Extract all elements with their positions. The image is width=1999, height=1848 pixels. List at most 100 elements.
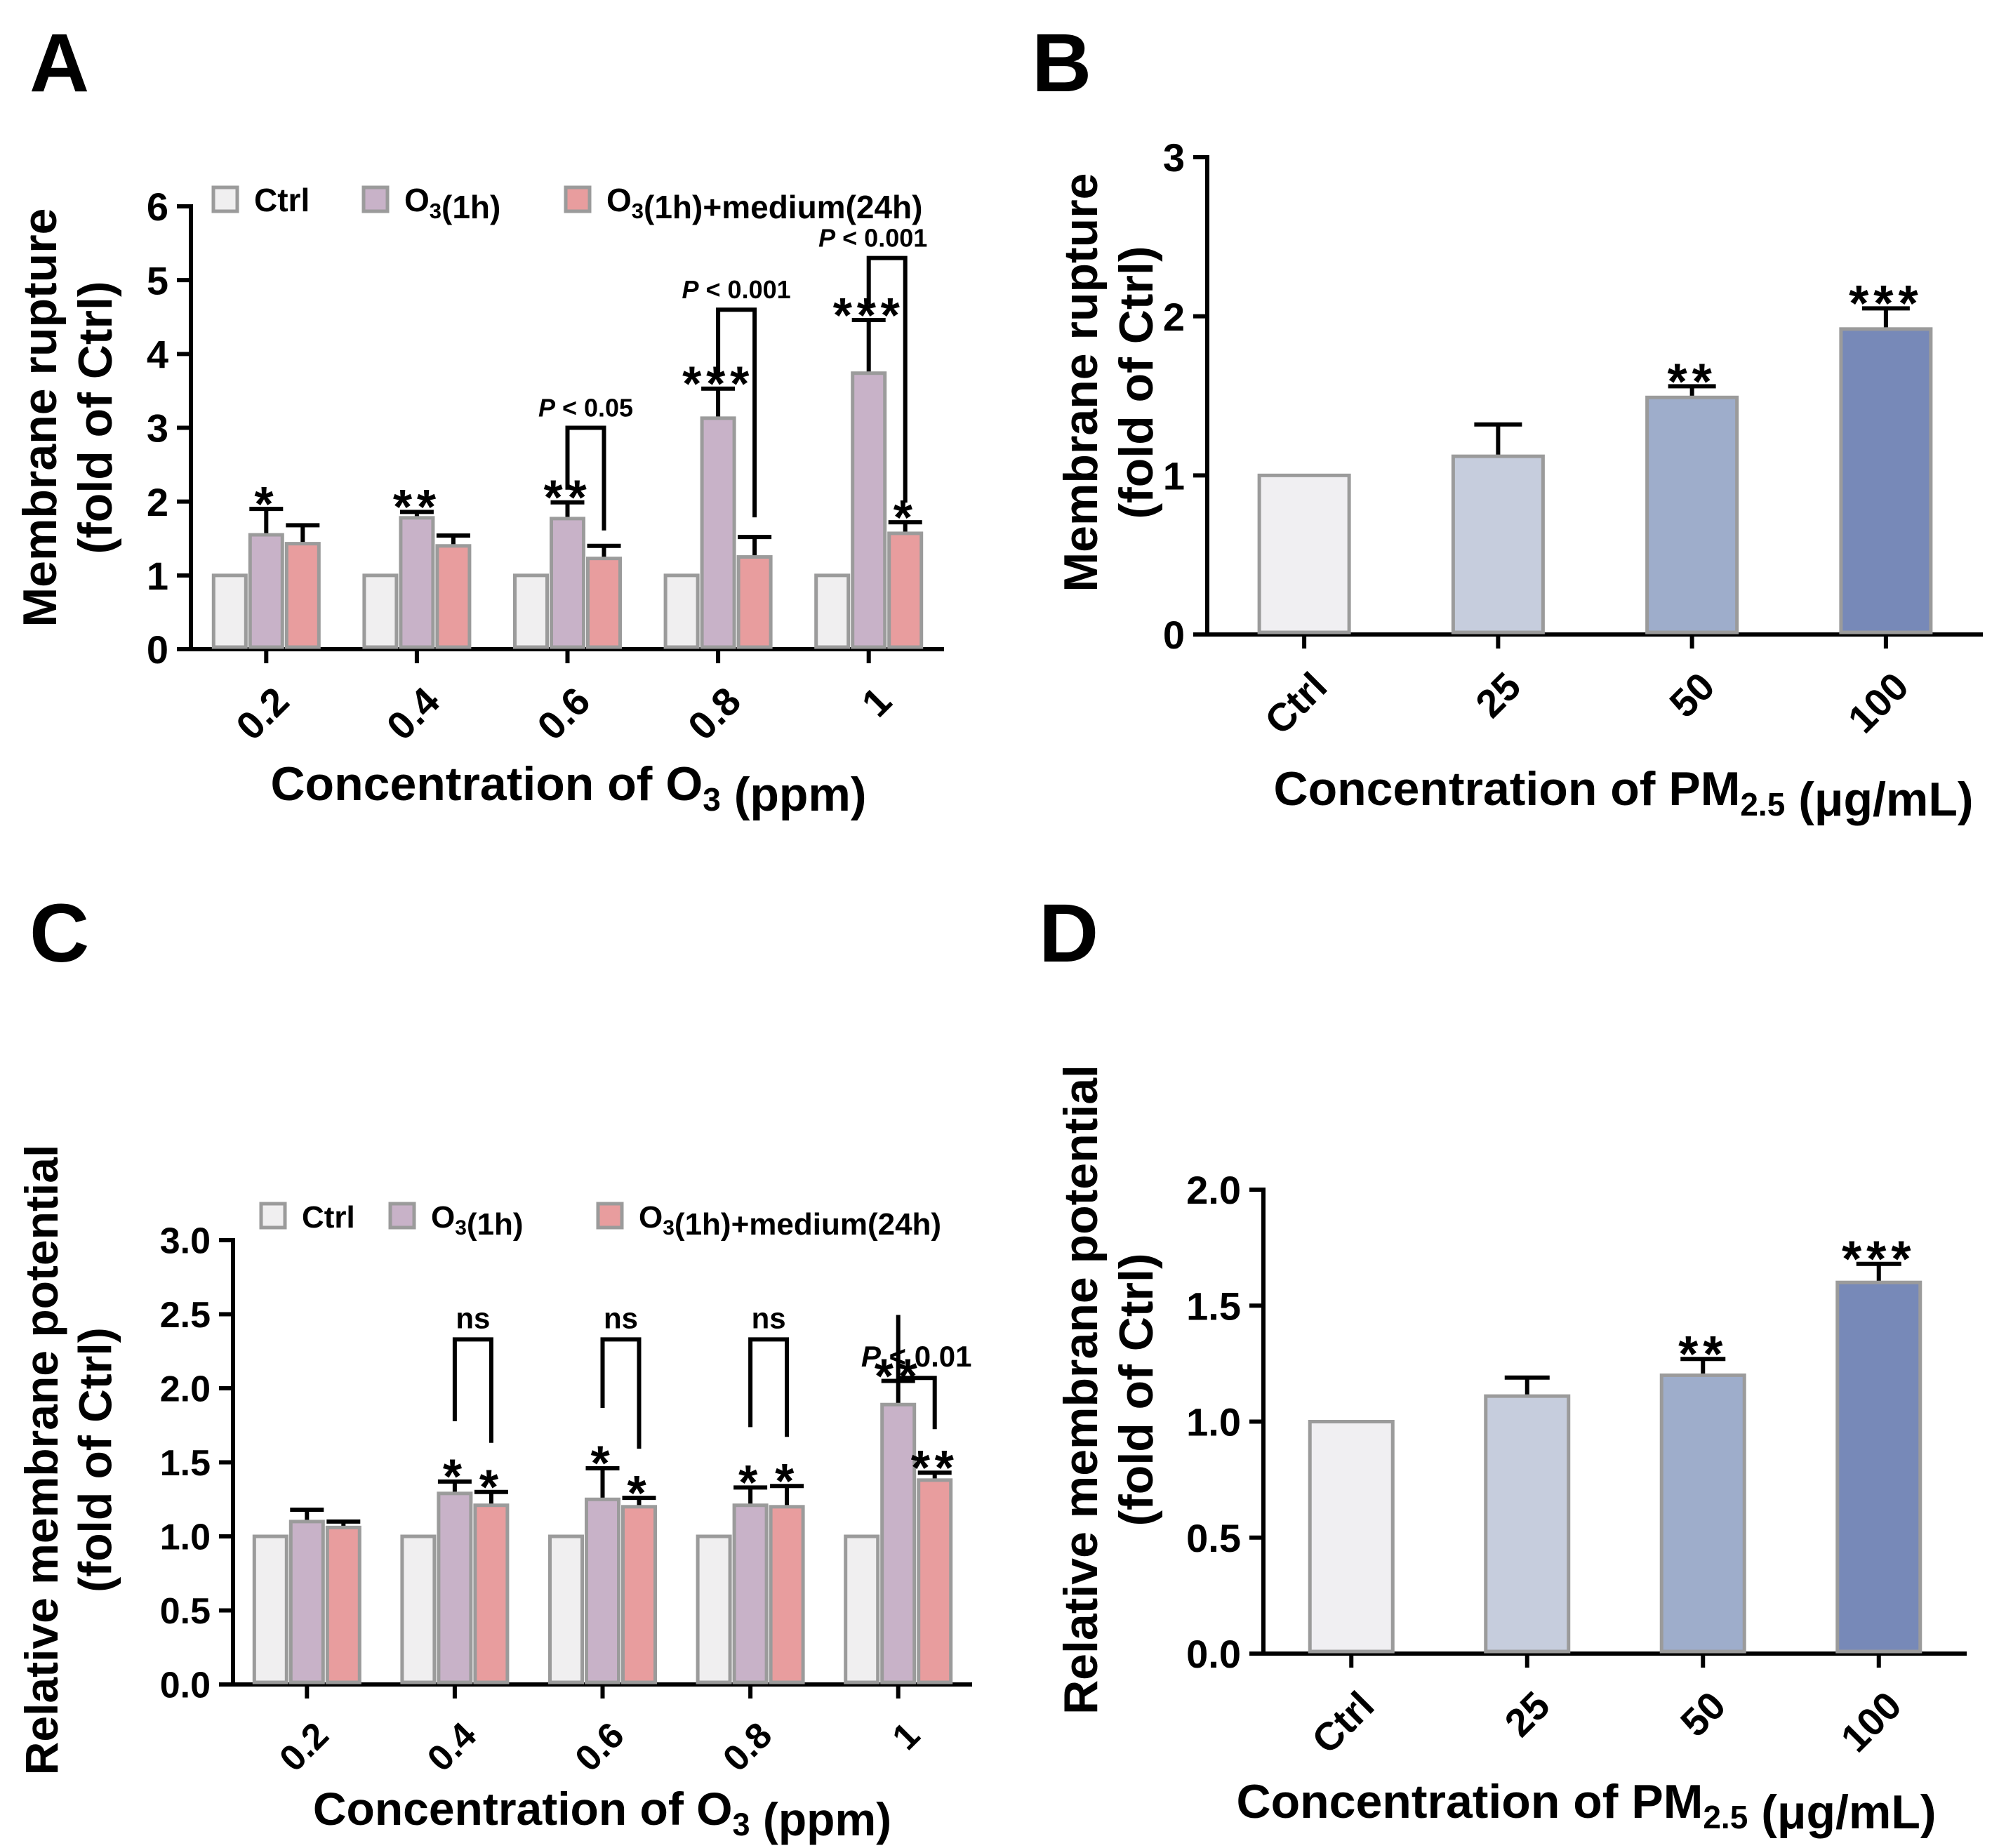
x-tick-label: 1 [853,679,900,726]
y-axis-title-line2: (fold of Ctrl) [69,281,122,554]
significance-stars: * [738,1455,762,1510]
legend-swatch-ctrl [211,185,239,213]
comparison-label: ns [752,1301,786,1334]
comparison-bracket [600,1337,642,1449]
bar-pm100 [1835,1280,1922,1654]
bar-pm50 [1659,1373,1746,1654]
legend-label: O3(1h) [431,1200,524,1242]
x-tick-label: 0.2 [227,679,298,749]
y-axis-title: Relative membrane potential (fold of Ctrl… [15,1145,121,1776]
y-axis-title-line1: Membrane rupture [13,208,67,627]
x-tick-label: 0.6 [568,1715,632,1779]
x-tick-label: 0.4 [420,1715,484,1779]
bar-ctrl [211,573,248,649]
comparison-bracket [452,1337,493,1443]
significance-stars: * [479,1460,503,1515]
y-tick-label: 3 [1163,135,1185,180]
bar-pm_ctrl [1257,473,1351,634]
legend-label: Ctrl [302,1200,355,1235]
axes [1193,155,1983,649]
bar-pm25 [1451,454,1545,634]
x-tick-label: 50 [1672,1683,1734,1746]
legend-label: O3(1h) [404,182,500,225]
comparison-label: ns [456,1301,490,1334]
x-axis-title: Concentration of PM2.5 (μg/mL) [1273,762,1973,826]
panel-label-d: D [1039,887,1098,980]
bar-ctrl [362,573,399,649]
x-axis-title: Concentration of O3 (ppm) [313,1783,891,1845]
bar-o3_medium [769,1505,805,1684]
x-tick-label: 0.4 [378,679,449,749]
axes [177,204,944,663]
bar-o3 [248,533,284,649]
significance-stars: * [775,1454,799,1508]
legend-swatch-o3 [361,185,390,213]
y-axis-title-line1: Membrane rupture [1054,173,1108,592]
x-axis-title: Concentration of O3 (ppm) [270,757,866,821]
comparison-label: P < 0.001 [818,224,927,253]
y-tick-label: 2.0 [1186,1168,1241,1212]
y-tick-label: 1 [1163,453,1185,498]
y-tick-label: 3 [147,406,168,451]
significance-stars: * [627,1465,651,1520]
x-tick-label: 100 [1832,1683,1910,1761]
axes [219,1238,972,1699]
bar-pm100 [1839,327,1933,634]
bar-o3_medium [473,1503,510,1684]
y-tick-label: 0 [1163,613,1185,657]
x-tick-label: 0.8 [715,1715,780,1779]
y-tick-label: 2.0 [160,1369,211,1410]
significance-stars: *** [1842,1231,1916,1288]
bar-o3_medium [586,557,622,649]
y-tick-label: 2 [147,480,168,524]
significance-stars: *** [833,288,905,343]
significance-stars: * [254,477,278,531]
y-tick-label: 3.0 [160,1221,211,1262]
bar-o3 [288,1520,325,1684]
significance-stars: * [894,490,917,545]
comparison-bracket [866,255,908,503]
y-tick-label: 1 [147,554,168,598]
bar-o3 [851,371,887,649]
y-tick-label: 1.0 [1186,1400,1241,1444]
bar-o3_medium [887,531,924,649]
legend-swatch-o3 [388,1202,416,1230]
comparison-label: P < 0.01 [861,1340,972,1373]
x-axis-title: Concentration of PM2.5 (μg/mL) [1236,1775,1936,1839]
bar-o3_medium [284,542,321,649]
axes [1249,1188,1967,1668]
x-tick-label: 100 [1839,664,1917,742]
bar-pm25 [1484,1394,1571,1654]
significance-stars: * [443,1449,467,1504]
comparison-label: ns [604,1301,638,1334]
bar-o3 [880,1402,917,1684]
legend-swatch-o3_medium [564,185,592,213]
bar-ctrl [696,1534,732,1684]
significance-stars: ** [544,470,592,525]
significance-stars: ** [911,1440,959,1495]
bar-o3 [585,1497,620,1684]
bar-pm_ctrl [1308,1420,1395,1654]
bar-ctrl [513,573,549,649]
y-tick-label: 0.5 [1186,1516,1241,1560]
y-axis-title: Membrane rupture (fold of Ctrl) [1054,173,1163,592]
bar-ctrl [844,1534,880,1684]
y-axis-title-line2: (fold of Ctrl) [1110,246,1163,519]
y-tick-label: 0.0 [160,1666,211,1706]
comparison-bracket [748,1337,790,1437]
significance-stars: * [591,1436,615,1491]
y-tick-label: 0.0 [1186,1632,1241,1676]
comparison-bracket [716,307,757,518]
y-tick-label: 4 [147,332,168,376]
legend-swatch-ctrl [259,1202,287,1230]
bar-ctrl [400,1534,437,1684]
bar-ctrl [252,1534,288,1684]
panel-label-b: B [1032,17,1091,109]
x-tick-label: Ctrl [1303,1683,1383,1762]
x-tick-label: 0.8 [679,679,750,749]
bar-o3 [399,516,435,649]
y-tick-label: 0.5 [160,1591,211,1632]
significance-stars: ** [875,1348,922,1403]
